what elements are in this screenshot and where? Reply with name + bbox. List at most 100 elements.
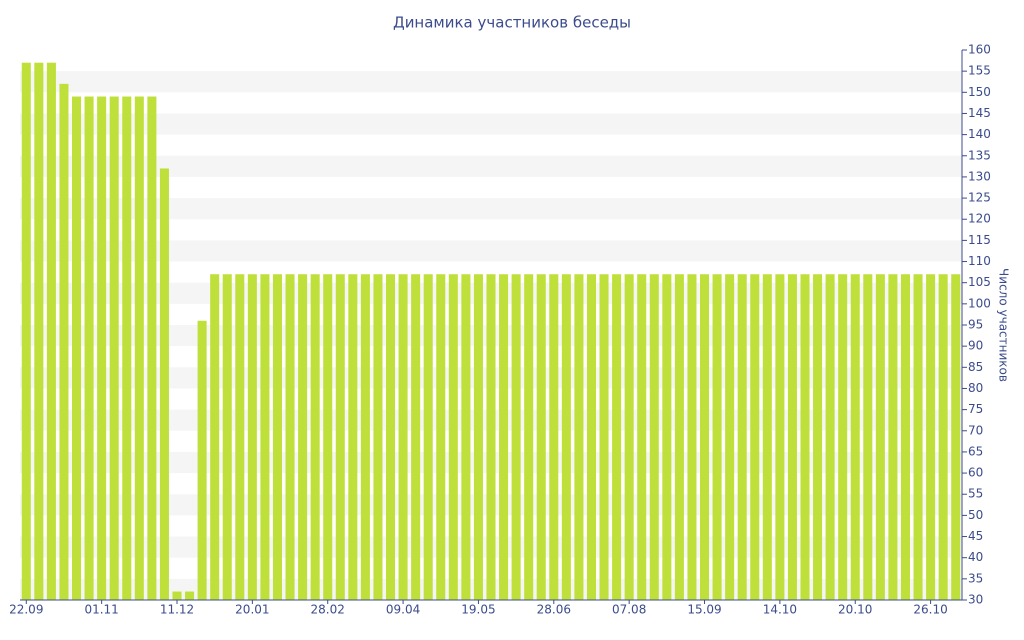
y-tick-label: 55 [968, 487, 983, 501]
x-tick-label: 01.11 [84, 603, 118, 617]
x-tick-label: 14.10 [763, 603, 797, 617]
bar [210, 274, 220, 600]
bar [172, 591, 182, 600]
bar [662, 274, 672, 600]
bar [134, 96, 144, 601]
bar [536, 274, 546, 600]
bar [323, 274, 333, 600]
y-tick-label: 60 [968, 466, 983, 480]
y-tick-label: 95 [968, 318, 983, 332]
y-tick-label: 35 [968, 571, 983, 585]
y-tick-label: 40 [968, 550, 983, 564]
bar [222, 274, 232, 600]
bar [762, 274, 772, 600]
bar [385, 274, 396, 600]
bar [612, 274, 622, 600]
bar [436, 274, 446, 600]
y-tick-label: 80 [968, 381, 983, 395]
bar [122, 96, 132, 601]
bar [159, 168, 169, 600]
bar [34, 62, 44, 600]
x-tick-label: 22.09 [9, 603, 43, 617]
y-tick-label: 150 [968, 85, 991, 99]
bar [637, 274, 647, 600]
y-tick-label: 65 [968, 444, 983, 458]
bar [511, 274, 521, 600]
bar [473, 274, 483, 600]
grid-band [20, 71, 962, 93]
y-tick-label: 155 [968, 64, 991, 78]
y-tick-label: 160 [968, 43, 991, 57]
bar [813, 274, 823, 600]
bar [913, 274, 923, 600]
y-tick-label: 45 [968, 529, 983, 543]
bar [938, 274, 948, 600]
bar [737, 274, 747, 600]
bar [649, 274, 659, 600]
bar [825, 274, 835, 600]
bar [561, 274, 571, 600]
bar [348, 274, 358, 600]
bar [46, 62, 56, 600]
y-tick-label: 125 [968, 191, 991, 205]
bar [21, 62, 31, 600]
bar [285, 274, 295, 600]
x-tick-label: 28.06 [537, 603, 571, 617]
x-tick-label: 20.01 [235, 603, 269, 617]
bar [398, 274, 408, 600]
bar [712, 274, 722, 600]
grid-band [20, 155, 962, 177]
bar [926, 274, 936, 600]
grid-band [20, 198, 962, 220]
bar [448, 274, 458, 600]
x-tick-label: 11.12 [160, 603, 194, 617]
bar [411, 274, 421, 600]
bar [298, 274, 308, 600]
y-tick-label: 75 [968, 402, 983, 416]
y-axis-label: Число участников [997, 268, 1011, 382]
chart-title: Динамика участников беседы [393, 14, 631, 32]
bar [900, 274, 911, 600]
bar [787, 274, 797, 600]
bar [750, 274, 760, 600]
x-tick-label: 19.05 [461, 603, 495, 617]
bar [624, 274, 634, 600]
bar [775, 274, 785, 600]
x-tick-label: 09.04 [386, 603, 420, 617]
bar [499, 274, 509, 600]
bar [247, 274, 257, 600]
bar [850, 274, 860, 600]
bar [310, 274, 320, 600]
bar [838, 274, 848, 600]
bar [235, 274, 245, 600]
y-tick-label: 120 [968, 212, 991, 226]
y-tick-label: 50 [968, 508, 983, 522]
bar [863, 274, 873, 600]
y-tick-label: 90 [968, 339, 983, 353]
bar [888, 274, 898, 600]
x-tick-label: 28.02 [311, 603, 345, 617]
bar [335, 274, 345, 600]
bar [699, 274, 710, 600]
y-tick-label: 145 [968, 106, 991, 120]
y-tick-label: 135 [968, 148, 991, 162]
bar [197, 320, 207, 600]
bar [360, 274, 370, 600]
bar [875, 274, 885, 600]
y-tick-label: 115 [968, 233, 991, 247]
bar [147, 96, 157, 601]
y-tick-label: 85 [968, 360, 983, 374]
bar [486, 274, 496, 600]
bar [800, 274, 810, 600]
bar [461, 274, 471, 600]
y-tick-label: 30 [968, 593, 983, 607]
y-tick-label: 105 [968, 275, 991, 289]
bar [84, 96, 94, 601]
bar [586, 274, 597, 600]
bar [687, 274, 697, 600]
bar [59, 83, 69, 601]
y-tick-label: 70 [968, 423, 983, 437]
grid-band [20, 240, 962, 262]
y-tick-label: 130 [968, 169, 991, 183]
bar [185, 591, 195, 600]
